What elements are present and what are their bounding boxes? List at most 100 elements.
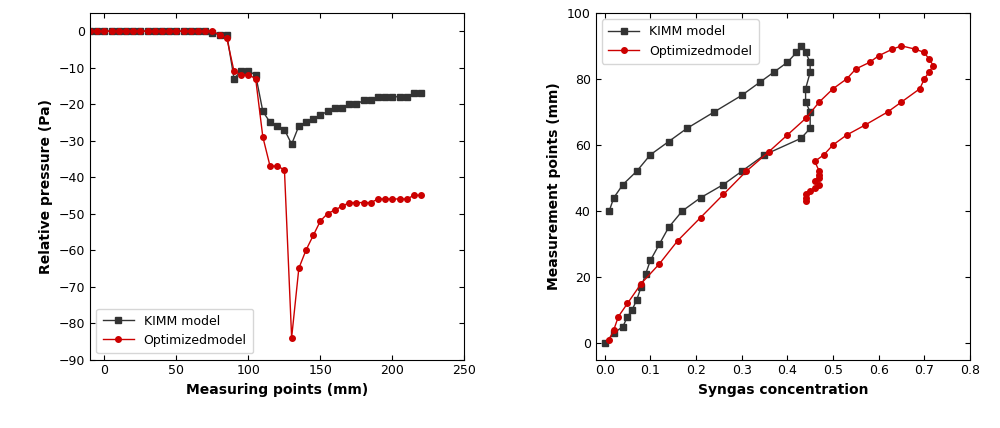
KIMM model (163, 29, 175, 34)
Optimizedmodel (228, 68, 240, 74)
Optimizedmodel (322, 211, 334, 216)
Optimizedmodel (206, 29, 218, 34)
Optimizedmodel (895, 99, 907, 104)
Optimizedmodel (106, 29, 118, 34)
Line: Optimizedmodel: Optimizedmodel (87, 28, 424, 340)
Optimizedmodel (120, 29, 132, 34)
Optimizedmodel (199, 29, 211, 34)
Optimizedmodel (800, 116, 812, 121)
Optimizedmodel (293, 266, 305, 271)
Optimizedmodel (813, 99, 825, 104)
Y-axis label: Relative pressure (Pa): Relative pressure (Pa) (39, 99, 53, 273)
Optimizedmodel (800, 192, 812, 197)
KIMM model (781, 60, 793, 65)
KIMM model (228, 76, 240, 81)
Optimizedmodel (178, 29, 190, 34)
KIMM model (708, 109, 720, 114)
Optimizedmodel (612, 314, 624, 319)
KIMM model (286, 142, 298, 147)
Optimizedmodel (914, 86, 926, 91)
Optimizedmodel (841, 76, 853, 81)
KIMM model (314, 113, 326, 118)
KIMM model (120, 29, 132, 34)
Optimizedmodel (379, 196, 391, 202)
Optimizedmodel (859, 122, 871, 128)
KIMM model (84, 29, 96, 34)
Optimizedmodel (717, 192, 729, 197)
Optimizedmodel (818, 152, 830, 158)
Optimizedmodel (800, 195, 812, 200)
Optimizedmodel (813, 169, 825, 174)
KIMM model (800, 50, 812, 55)
Optimizedmodel (813, 175, 825, 181)
KIMM model (644, 258, 656, 263)
Optimizedmodel (350, 200, 362, 205)
KIMM model (185, 29, 197, 34)
KIMM model (617, 182, 629, 187)
KIMM model (322, 109, 334, 114)
Y-axis label: Measurement points (mm): Measurement points (mm) (547, 82, 561, 290)
Optimizedmodel (804, 189, 816, 194)
Optimizedmodel (113, 29, 125, 34)
Optimizedmodel (927, 63, 939, 68)
KIMM model (631, 297, 643, 303)
KIMM model (221, 32, 233, 37)
KIMM model (800, 99, 812, 104)
KIMM model (336, 105, 348, 110)
KIMM model (235, 68, 247, 74)
Optimizedmodel (841, 132, 853, 137)
Optimizedmodel (358, 200, 370, 205)
Optimizedmodel (695, 215, 707, 220)
KIMM model (695, 195, 707, 200)
Optimizedmodel (909, 47, 921, 52)
Optimizedmodel (809, 159, 821, 164)
KIMM model (300, 120, 312, 125)
Optimizedmodel (635, 281, 647, 286)
KIMM model (795, 136, 807, 141)
KIMM model (386, 94, 398, 99)
KIMM model (379, 94, 391, 99)
KIMM model (250, 72, 262, 77)
KIMM model (134, 29, 146, 34)
KIMM model (754, 80, 766, 85)
KIMM model (758, 152, 770, 158)
Optimizedmodel (343, 200, 355, 205)
Optimizedmodel (800, 199, 812, 204)
KIMM model (401, 94, 413, 99)
Optimizedmodel (235, 72, 247, 77)
KIMM model (257, 109, 269, 114)
KIMM model (156, 29, 168, 34)
Optimizedmodel (336, 204, 348, 209)
Optimizedmodel (372, 196, 384, 202)
Optimizedmodel (156, 29, 168, 34)
KIMM model (149, 29, 161, 34)
KIMM model (372, 94, 384, 99)
Optimizedmodel (401, 196, 413, 202)
Optimizedmodel (91, 29, 103, 34)
Optimizedmodel (134, 29, 146, 34)
KIMM model (603, 208, 615, 214)
KIMM model (264, 120, 276, 125)
Legend: KIMM model, Optimizedmodel: KIMM model, Optimizedmodel (96, 309, 253, 353)
Optimizedmodel (329, 207, 341, 212)
Optimizedmodel (170, 29, 182, 34)
Optimizedmodel (221, 36, 233, 41)
Optimizedmodel (608, 327, 620, 333)
KIMM model (199, 29, 211, 34)
X-axis label: Syngas concentration: Syngas concentration (698, 383, 868, 397)
Optimizedmodel (163, 29, 175, 34)
Optimizedmodel (185, 29, 197, 34)
KIMM model (621, 314, 633, 319)
KIMM model (804, 109, 816, 114)
KIMM model (635, 284, 647, 289)
Line: KIMM model: KIMM model (87, 28, 424, 147)
Optimizedmodel (250, 76, 262, 81)
KIMM model (608, 330, 620, 336)
KIMM model (676, 208, 688, 214)
Optimizedmodel (763, 149, 775, 154)
Optimizedmodel (84, 29, 96, 34)
Line: KIMM model: KIMM model (602, 43, 813, 346)
Optimizedmodel (809, 178, 821, 184)
Optimizedmodel (827, 86, 839, 91)
KIMM model (768, 70, 780, 75)
